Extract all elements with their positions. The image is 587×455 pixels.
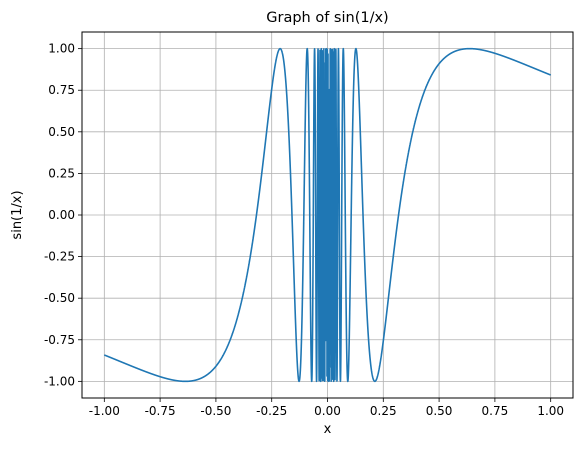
y-tick-label: -0.75 <box>44 333 75 347</box>
x-tick-label: -0.75 <box>145 404 176 418</box>
x-axis-label: x <box>324 422 332 437</box>
y-tick-label: -0.25 <box>44 250 75 264</box>
series-layer <box>103 47 552 383</box>
x-tick-label: 0.00 <box>314 404 341 418</box>
ticks: -1.00 -0.75 -0.50 -0.25 0.00 0.25 0.50 0.75 1.00… <box>44 42 564 418</box>
y-tick-label: 0.25 <box>48 166 75 180</box>
y-tick-label: -1.00 <box>44 374 75 388</box>
x-tick-label: -1.00 <box>89 404 120 418</box>
x-tick-label: 1.00 <box>537 404 564 418</box>
y-tick-label: 0.50 <box>48 125 75 139</box>
y-tick-label: 1.00 <box>48 42 75 56</box>
y-tick-label: -0.50 <box>44 291 75 305</box>
chart-title: Graph of sin(1/x) <box>266 10 388 26</box>
x-tick-label: 0.50 <box>426 404 453 418</box>
x-tick-label: 0.75 <box>482 404 509 418</box>
x-tick-label: 0.25 <box>370 404 397 418</box>
y-tick-label: 0.75 <box>48 83 75 97</box>
series-line <box>103 47 552 383</box>
x-tick-label: -0.50 <box>200 404 231 418</box>
y-tick-label: 0.00 <box>48 208 75 222</box>
x-tick-label: -0.25 <box>256 404 287 418</box>
y-axis-label: sin(1/x) <box>10 190 25 239</box>
